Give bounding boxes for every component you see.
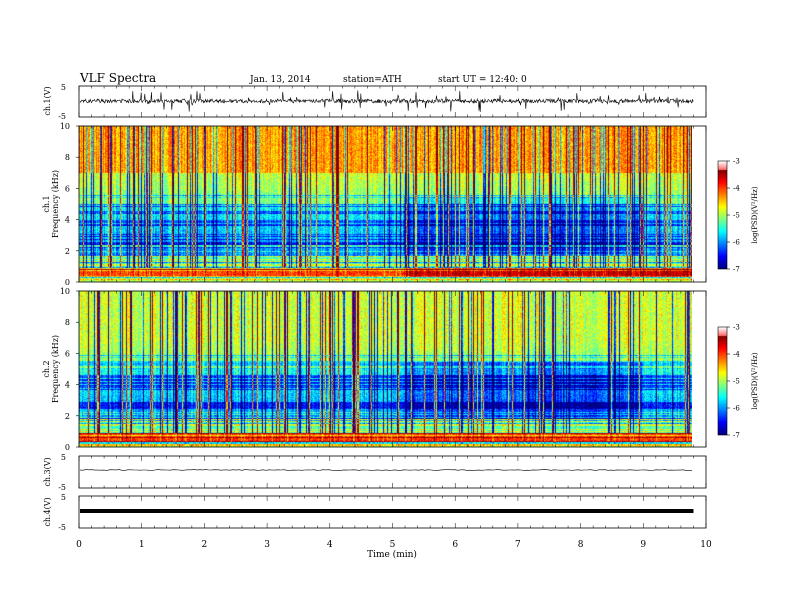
ch2-spectrogram-channel: ch.2	[42, 360, 51, 377]
ch3-waveform-ylabel: ch.3(V)	[43, 457, 52, 486]
ch1-waveform-trace	[79, 90, 694, 113]
time-axis-label: Time (min)	[367, 549, 417, 560]
time-tick-label: 4	[327, 540, 333, 550]
ch1-colorbar: -3 -4 -5 -6 -7 log(PSD)(V²/Hz)	[717, 158, 759, 274]
time-axis-ticks	[78, 86, 707, 528]
ch1-spectrogram-ytick-label: 8	[65, 153, 70, 162]
ch2-colorbar-tick-label: -7	[733, 432, 740, 440]
ch1-spectrogram-image	[79, 126, 692, 282]
ch3-ytick-top: 5	[61, 453, 66, 462]
ch2-spectrogram-ytick-label: 4	[65, 381, 70, 390]
ch1-colorbar-gradient	[718, 161, 727, 269]
ch1-spectrogram-panel: 0 2 4 6 8 10 Frequency (kHz) ch.1 -3 -4 -5 -6 -7 …	[42, 122, 759, 287]
ch2-spectrogram-image	[79, 291, 692, 447]
ch2-colorbar-tick-label: -5	[733, 378, 740, 386]
ch2-spectrogram-ytick-label: 6	[65, 349, 70, 358]
ch2-colorbar-label: log(PSD)(V²/Hz)	[751, 352, 759, 409]
ch2-colorbar-tick-label: -6	[733, 405, 740, 413]
ch1-ytick-bottom: -5	[58, 112, 66, 121]
time-tick-label: 7	[515, 540, 521, 550]
ch1-waveform-ylabel: ch.1(V)	[43, 86, 52, 115]
ch1-colorbar-tick-label: -3	[733, 158, 740, 166]
ch1-ytick-top: 5	[61, 83, 66, 92]
time-tick-label: 5	[390, 540, 396, 550]
ch2-spectrogram-ytick-label: 2	[65, 412, 70, 421]
ch1-colorbar-tick-label: -6	[733, 239, 740, 247]
time-tick-label: 9	[640, 540, 646, 550]
time-tick-label: 10	[700, 540, 712, 550]
ch2-spectrogram-ytick-label: 8	[65, 318, 70, 327]
ch4-ytick-top: 5	[61, 493, 66, 502]
ch1-colorbar-tick-label: -4	[733, 185, 740, 193]
figure-title: VLF Spectra	[79, 71, 156, 85]
ch4-ytick-bottom: -5	[58, 523, 66, 532]
ch2-colorbar: -3 -4 -5 -6 -7 log(PSD)(V²/Hz)	[717, 324, 759, 440]
ch2-colorbar-gradient	[718, 327, 727, 435]
ch4-waveform-ylabel: ch.4(V)	[43, 497, 52, 526]
ch4-waveform-panel: 5 -5 ch.4(V)	[43, 493, 707, 532]
ch1-spectrogram-ytick-label: 4	[65, 216, 70, 225]
ch3-ytick-bottom: -5	[58, 483, 66, 492]
time-tick-label: 0	[76, 540, 82, 550]
date-label: Jan. 13, 2014	[249, 75, 311, 85]
station-label: station=ATH	[343, 75, 402, 85]
ch2-spectrogram-ytick-label: 10	[60, 287, 70, 296]
time-tick-label: 1	[139, 540, 145, 550]
ch1-spectrogram-ytick-label: 10	[60, 122, 70, 131]
ch3-waveform-panel: 5 -5 ch.3(V)	[43, 453, 707, 492]
ch1-spectrogram-channel: ch.1	[42, 195, 51, 212]
ch1-spectrogram-ylabel: Frequency (kHz)	[51, 170, 60, 238]
ch1-spectrogram-ytick-label: 2	[65, 247, 70, 256]
start-time-label: start UT = 12:40: 0	[438, 75, 527, 85]
ch4-waveform-trace	[80, 509, 694, 513]
ch3-waveform-trace	[79, 469, 693, 471]
ch2-spectrogram-panel: 0 2 4 6 8 10 Frequency (kHz) ch.2 -3 -4 -5 -6 -7 …	[42, 287, 759, 452]
time-tick-label: 2	[202, 540, 208, 550]
time-tick-label: 8	[578, 540, 584, 550]
ch1-colorbar-label: log(PSD)(V²/Hz)	[751, 186, 759, 243]
ch1-colorbar-tick-label: -5	[733, 212, 740, 220]
time-tick-label: 6	[452, 540, 458, 550]
ch2-colorbar-tick-label: -3	[733, 324, 740, 332]
time-axis-tick-labels: 0 1 2 3 4 5 6 7 8 9 10	[76, 540, 712, 550]
ch1-spectrogram-ytick-label: 6	[65, 184, 70, 193]
time-tick-label: 3	[264, 540, 270, 550]
ch2-spectrogram-ytick-label: 0	[65, 443, 70, 452]
ch1-waveform-panel: 5 -5 ch.1(V)	[43, 83, 707, 121]
ch1-spectrogram-ytick-label: 0	[65, 278, 70, 287]
ch1-colorbar-tick-label: -7	[733, 266, 740, 274]
ch2-colorbar-tick-label: -4	[733, 351, 740, 359]
ch2-spectrogram-ylabel: Frequency (kHz)	[51, 335, 60, 403]
